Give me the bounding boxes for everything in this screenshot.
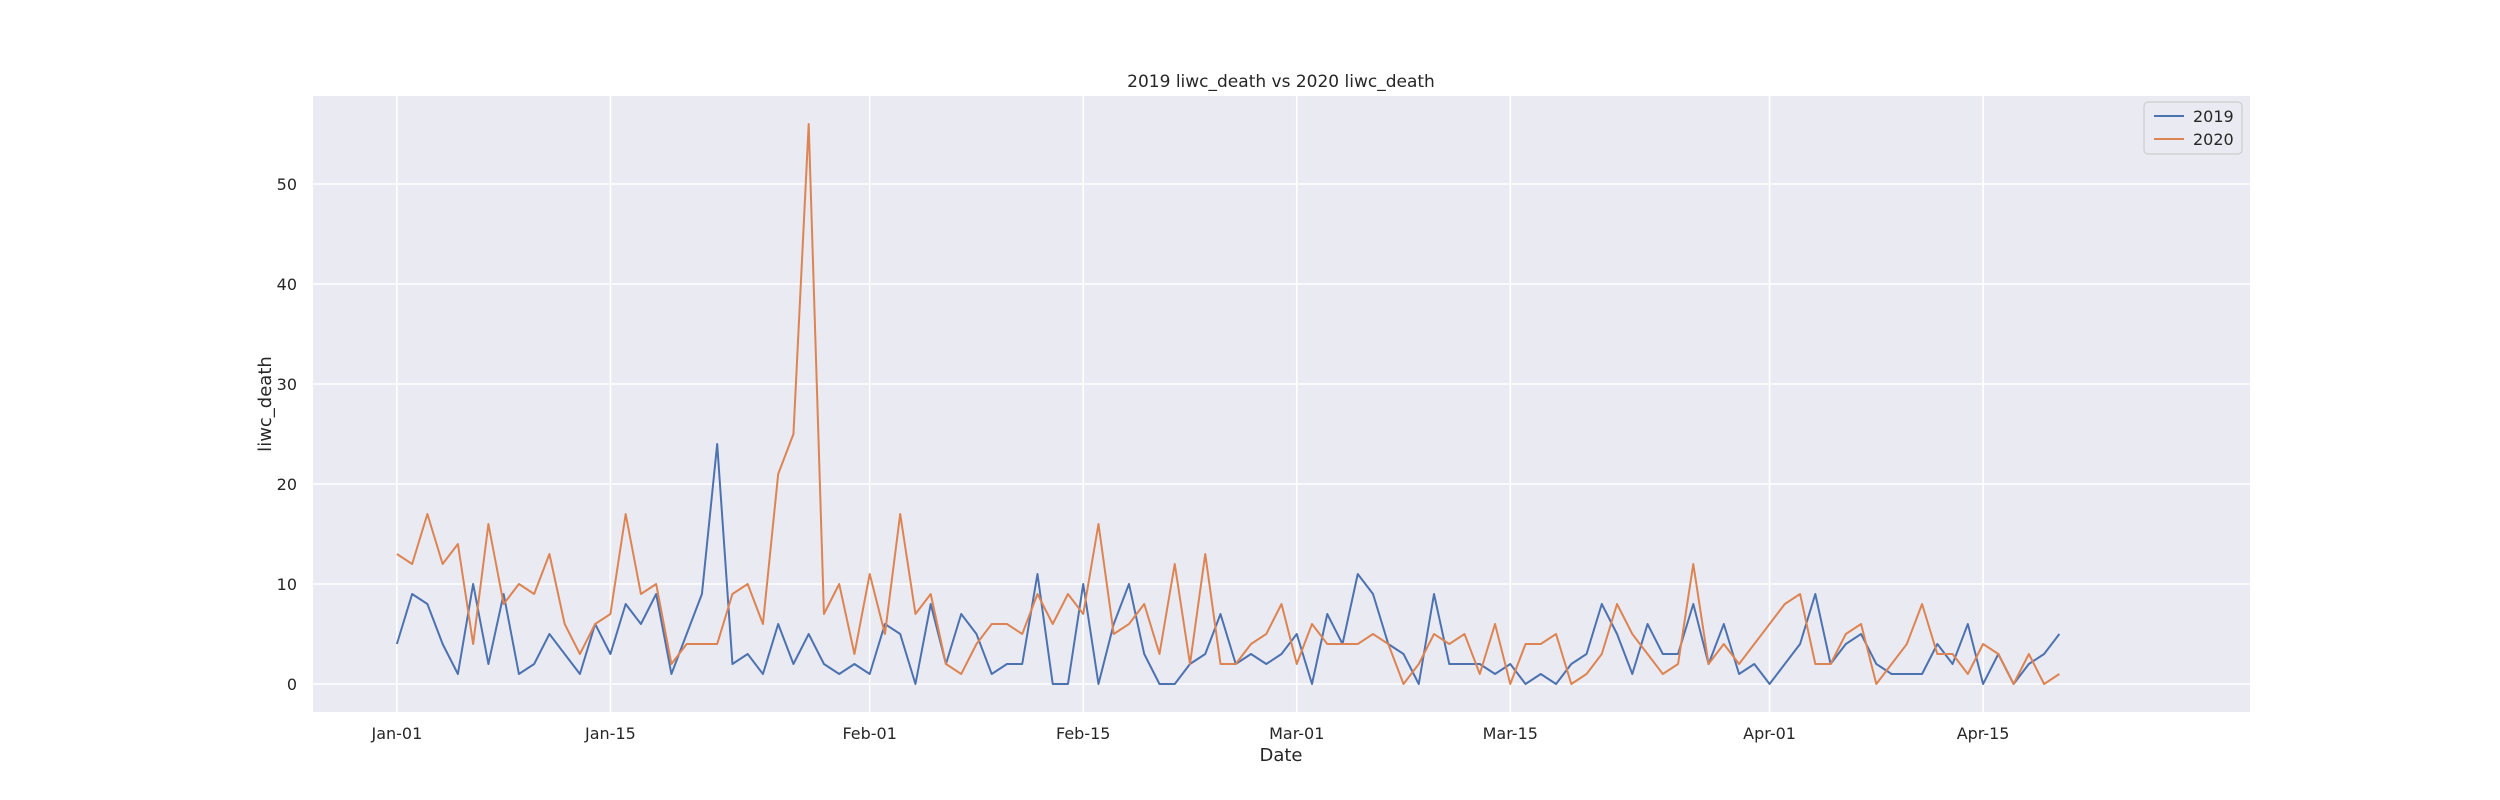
y-tick-label: 20 [277,475,297,494]
x-tick-label: Feb-15 [1056,724,1110,743]
y-tick-label: 50 [277,175,297,194]
x-tick-label: Feb-01 [842,724,896,743]
series-line-2019 [395,443,2061,685]
y-axis-label: liwc_death [255,356,276,452]
x-tick-labels: Jan-01 Jan-15 Feb-01 Feb-15 Mar-01 Mar-15 Apr-… [370,724,2009,743]
series-lines [395,123,2061,685]
x-tick-label: Mar-01 [1269,724,1324,743]
legend-label-2019: 2019 [2193,107,2234,126]
legend-label-2020: 2020 [2193,130,2234,149]
x-tick-label: Mar-15 [1483,724,1538,743]
y-tick-label: 30 [277,375,297,394]
x-tick-label: Apr-15 [1957,724,2010,743]
y-tick-label: 0 [287,675,297,694]
series-line-2020 [396,123,2060,685]
x-axis-label: Date [1259,745,1302,766]
x-tick-label: Jan-15 [584,724,636,743]
plot-area-background [313,96,2250,712]
legend: 2019 2020 [2143,101,2243,155]
x-tick-label: Apr-01 [1743,724,1796,743]
y-tick-label: 40 [277,275,297,294]
chart-title: 2019 liwc_death vs 2020 liwc_death [1127,72,1435,92]
x-tick-label: Jan-01 [370,724,422,743]
y-tick-label: 10 [277,575,297,594]
y-gridlines [313,183,2250,685]
y-tick-labels: 0 10 20 30 40 50 [277,175,297,694]
